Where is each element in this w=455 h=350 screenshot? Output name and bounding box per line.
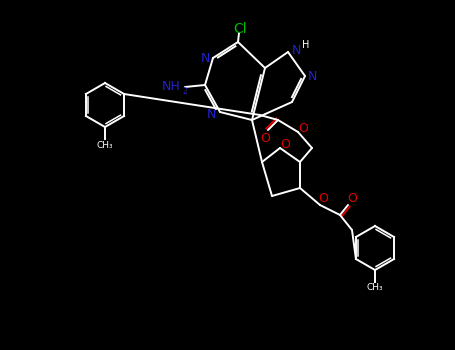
Text: N: N [200,51,210,64]
Text: O: O [318,193,328,205]
Text: O: O [260,133,270,146]
Text: Cl: Cl [233,22,247,36]
Text: O: O [298,121,308,134]
Text: CH₃: CH₃ [96,140,113,149]
Text: N: N [291,43,301,56]
Text: 2: 2 [182,86,187,96]
Text: O: O [347,193,357,205]
Text: NH: NH [162,79,180,92]
Text: N: N [307,70,317,83]
Text: CH₃: CH₃ [367,284,383,293]
Text: N: N [206,107,216,120]
Text: H: H [302,40,310,50]
Text: O: O [280,138,290,150]
